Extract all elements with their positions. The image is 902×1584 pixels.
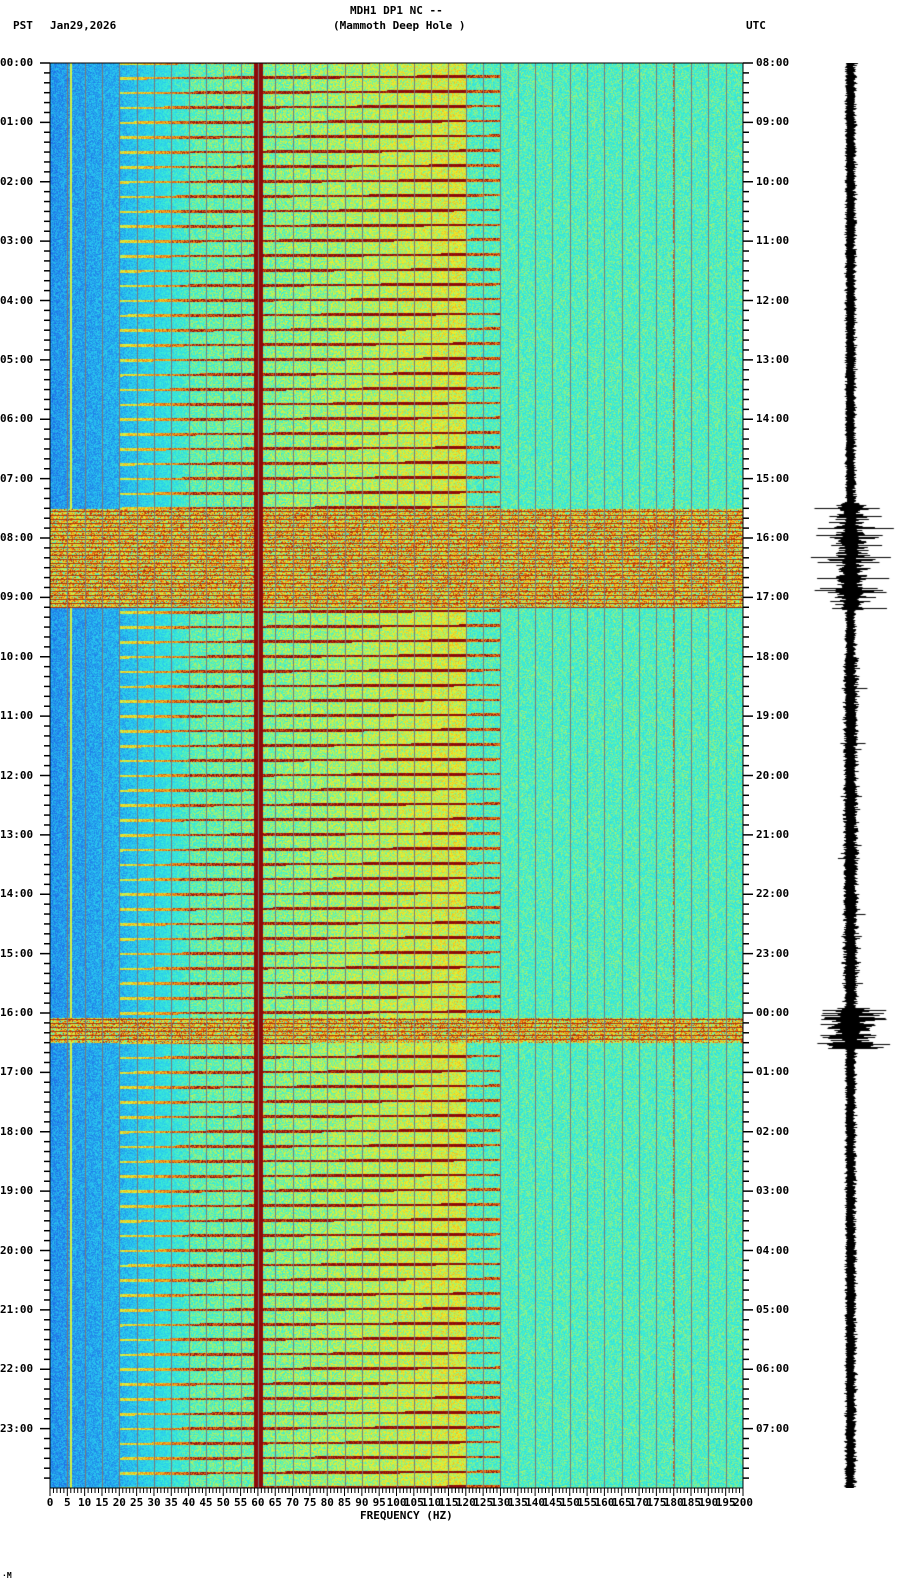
x-tick-label: 30 xyxy=(147,1496,161,1509)
spectrogram-plot xyxy=(50,63,743,1488)
x-tick-label: 115 xyxy=(438,1496,459,1509)
x-tick-label: 105 xyxy=(403,1496,424,1509)
x-tick-label: 165 xyxy=(611,1496,632,1509)
x-tick-label: 10 xyxy=(78,1496,92,1509)
x-tick-label: 85 xyxy=(337,1496,352,1509)
y-tick-label-left: 08:00 xyxy=(0,531,34,544)
station-title: MDH1 DP1 NC -- xyxy=(350,4,443,17)
y-tick-label-left: 16:00 xyxy=(0,1006,34,1019)
x-tick-label: 170 xyxy=(629,1496,650,1509)
y-tick-label-right: 06:00 xyxy=(756,1362,790,1376)
y-tick-label-left: 07:00 xyxy=(0,471,34,485)
y-tick-label-right: 03:00 xyxy=(756,1184,790,1198)
y-tick-label-left: 23:00 xyxy=(0,1421,34,1435)
x-tick-label: 35 xyxy=(164,1496,178,1509)
y-tick-label-left: 18:00 xyxy=(0,1124,34,1138)
y-tick-label-right: 21:00 xyxy=(756,827,790,841)
x-tick-label: 145 xyxy=(542,1496,563,1509)
x-tick-label: 140 xyxy=(525,1496,546,1509)
x-tick-label: 125 xyxy=(473,1496,494,1509)
x-tick-label: 135 xyxy=(507,1496,528,1509)
y-tick-label-left: 15:00 xyxy=(0,946,34,960)
y-tick-label-right: 02:00 xyxy=(756,1124,790,1138)
x-tick-label: 15 xyxy=(95,1496,109,1509)
spectrogram-canvas xyxy=(50,63,743,1488)
corner-mark: ·M xyxy=(2,1571,12,1580)
x-tick-label: 195 xyxy=(715,1496,736,1509)
y-tick-label-left: 10:00 xyxy=(0,649,34,663)
y-tick-label-right: 23:00 xyxy=(756,946,790,960)
y-tick-label-right: 12:00 xyxy=(756,293,790,307)
x-tick-label: 155 xyxy=(577,1496,598,1509)
x-tick-label: 55 xyxy=(233,1496,248,1509)
x-tick-label: 60 xyxy=(251,1496,265,1509)
x-tick-label: 200 xyxy=(733,1496,753,1509)
y-tick-label-left: 09:00 xyxy=(0,590,34,604)
y-tick-label-right: 11:00 xyxy=(756,234,790,248)
seismogram-trace xyxy=(800,63,902,1488)
y-tick-label-right: 08:00 xyxy=(756,56,790,69)
y-tick-label-left: 17:00 xyxy=(0,1065,34,1079)
x-tick-label: 110 xyxy=(421,1496,442,1509)
y-tick-label-left: 00:00 xyxy=(0,56,34,69)
y-tick-label-right: 16:00 xyxy=(756,531,790,544)
x-tick-label: 40 xyxy=(182,1496,196,1509)
y-tick-label-left: 21:00 xyxy=(0,1302,34,1316)
y-tick-label-right: 22:00 xyxy=(756,887,790,901)
x-tick-label: 120 xyxy=(455,1496,476,1509)
y-tick-label-left: 12:00 xyxy=(0,768,34,782)
x-tick-label: 65 xyxy=(268,1496,282,1509)
y-tick-label-right: 07:00 xyxy=(756,1421,790,1435)
x-tick-label: 95 xyxy=(372,1496,386,1509)
x-axis-title: FREQUENCY (HZ) xyxy=(360,1509,453,1522)
x-tick-label: 160 xyxy=(594,1496,615,1509)
x-tick-label: 175 xyxy=(646,1496,667,1509)
y-tick-label-left: 04:00 xyxy=(0,293,34,307)
x-tick-label: 185 xyxy=(681,1496,701,1509)
x-tick-label: 5 xyxy=(64,1496,71,1509)
x-tick-label: 100 xyxy=(386,1496,407,1509)
y-tick-label-right: 20:00 xyxy=(756,768,790,782)
y-tick-label-right: 10:00 xyxy=(756,174,790,188)
station-name: (Mammoth Deep Hole ) xyxy=(333,19,466,32)
x-tick-label: 180 xyxy=(663,1496,684,1509)
y-tick-label-right: 05:00 xyxy=(756,1302,790,1316)
y-tick-label-left: 19:00 xyxy=(0,1184,34,1198)
y-tick-label-left: 02:00 xyxy=(0,174,34,188)
y-tick-label-right: 00:00 xyxy=(756,1006,790,1019)
x-tick-label: 130 xyxy=(490,1496,511,1509)
x-tick-label: 25 xyxy=(130,1496,144,1509)
x-tick-label: 90 xyxy=(355,1496,369,1509)
date-label: Jan29,2026 xyxy=(50,19,117,32)
x-tick-label: 190 xyxy=(698,1496,719,1509)
x-tick-label: 150 xyxy=(559,1496,580,1509)
y-tick-label-right: 13:00 xyxy=(756,352,790,366)
y-tick-label-right: 15:00 xyxy=(756,471,790,485)
y-tick-label-left: 05:00 xyxy=(0,352,34,366)
y-tick-label-left: 03:00 xyxy=(0,234,34,248)
y-tick-label-right: 17:00 xyxy=(756,590,790,604)
y-tick-label-right: 01:00 xyxy=(756,1065,790,1079)
x-tick-label: 70 xyxy=(285,1496,300,1509)
y-tick-label-left: 06:00 xyxy=(0,412,34,426)
x-tick-label: 80 xyxy=(320,1496,334,1509)
y-tick-label-left: 01:00 xyxy=(0,115,34,129)
x-tick-label: 20 xyxy=(112,1496,126,1509)
left-timezone-label: PST xyxy=(13,19,33,32)
x-tick-label: 45 xyxy=(199,1496,213,1509)
x-tick-label: 50 xyxy=(216,1496,230,1509)
y-tick-label-right: 18:00 xyxy=(756,649,790,663)
x-tick-label: 0 xyxy=(46,1496,54,1509)
y-tick-label-left: 13:00 xyxy=(0,827,34,841)
x-tick-label: 75 xyxy=(303,1496,317,1509)
y-tick-label-left: 22:00 xyxy=(0,1362,34,1376)
y-tick-label-left: 20:00 xyxy=(0,1243,34,1257)
y-tick-label-left: 14:00 xyxy=(0,887,34,901)
y-tick-label-left: 11:00 xyxy=(0,709,34,723)
y-tick-label-right: 09:00 xyxy=(756,115,790,129)
y-tick-label-right: 04:00 xyxy=(756,1243,790,1257)
right-timezone-label: UTC xyxy=(746,19,766,32)
y-tick-label-right: 19:00 xyxy=(756,709,790,723)
y-tick-label-right: 14:00 xyxy=(756,412,790,426)
